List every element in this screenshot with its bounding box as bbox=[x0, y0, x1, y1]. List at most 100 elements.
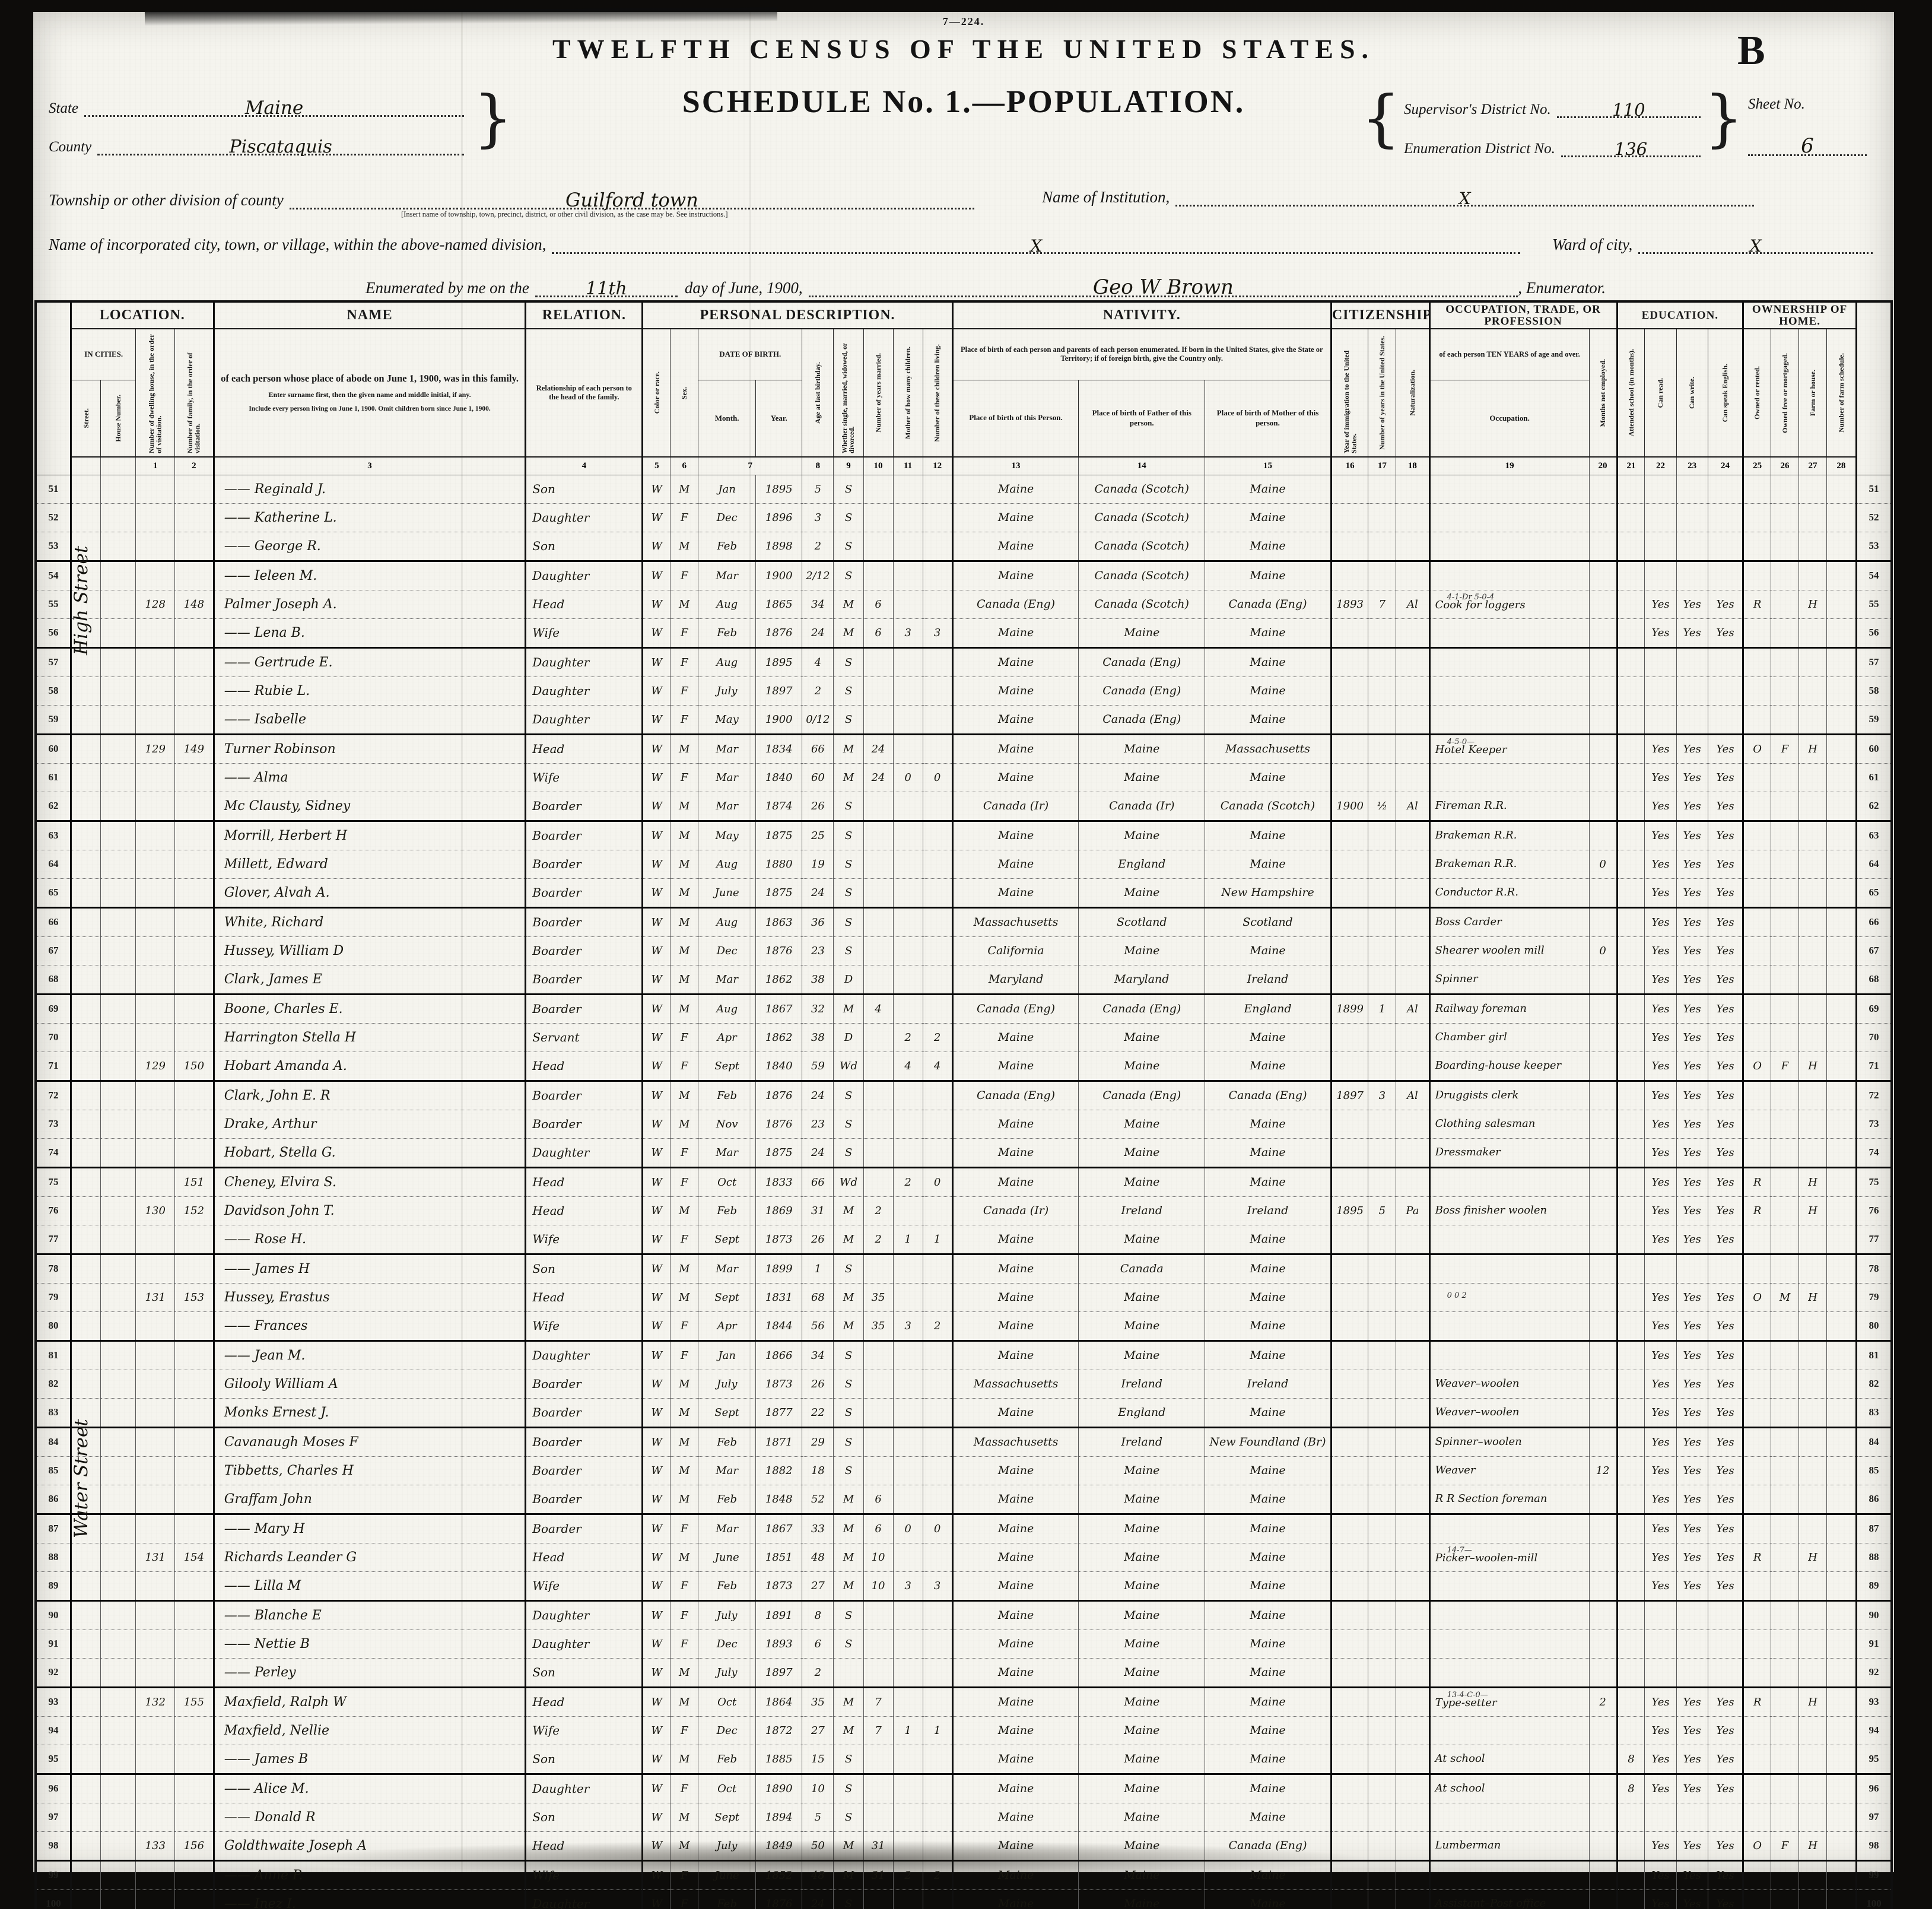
cell-at bbox=[1616, 1052, 1645, 1082]
cell-dw bbox=[135, 503, 176, 532]
cell-name: Maxfield, Nellie bbox=[213, 1716, 527, 1745]
cell-dw: 128 bbox=[135, 590, 176, 619]
column-number: 5 bbox=[642, 456, 671, 475]
cell-at bbox=[1616, 1081, 1645, 1110]
cell-age: 29 bbox=[802, 1427, 834, 1457]
cell-mo: Sept bbox=[698, 1052, 757, 1082]
cell-s: F bbox=[670, 1341, 699, 1370]
cell-rel: Head bbox=[525, 1167, 644, 1197]
enumerator-signature: Geo W Brown bbox=[1092, 275, 1234, 299]
cell-wr: Yes bbox=[1676, 1341, 1708, 1370]
cell-yr: 1831 bbox=[755, 1283, 803, 1312]
cell-pf: Maine bbox=[1078, 1543, 1206, 1572]
cell-ym: 6 bbox=[863, 618, 894, 649]
cell-of bbox=[1771, 907, 1799, 937]
cell-s: F bbox=[670, 1138, 699, 1168]
cell-s: F bbox=[670, 561, 699, 590]
cell-wr bbox=[1676, 1630, 1708, 1659]
cell-ow bbox=[1743, 1370, 1772, 1399]
cell-mn bbox=[1588, 1225, 1618, 1255]
census-table: LOCATION. NAME RELATION. PERSONAL DESCRI… bbox=[34, 300, 1893, 1909]
cell-mn bbox=[1588, 1831, 1618, 1862]
cell-mn bbox=[1588, 475, 1618, 504]
cell-wr: Yes bbox=[1676, 1283, 1708, 1312]
cell-c: W bbox=[642, 1167, 671, 1197]
cell-im bbox=[1330, 561, 1369, 590]
cell-im bbox=[1330, 1167, 1369, 1197]
street-cell bbox=[70, 1370, 101, 1399]
cell-s: M bbox=[670, 1803, 699, 1832]
cell-na bbox=[1396, 705, 1431, 735]
cell-ch bbox=[892, 734, 923, 764]
cell-fs bbox=[1826, 1485, 1857, 1515]
cell-pm: Maine bbox=[1205, 1485, 1332, 1515]
cell-pb: Maine bbox=[952, 1398, 1079, 1428]
street-cell bbox=[70, 1745, 101, 1775]
cell-yu bbox=[1368, 965, 1397, 995]
cell-oc bbox=[1429, 1514, 1590, 1543]
cell-pb: Maine bbox=[952, 561, 1079, 590]
cell-c: W bbox=[642, 1716, 671, 1745]
cell-name: —— Mary H bbox=[213, 1514, 527, 1543]
header-date-of-birth: DATE OF BIRTH. bbox=[698, 328, 803, 380]
header-year: Year. bbox=[755, 379, 803, 458]
cell-rd: Yes bbox=[1644, 1774, 1677, 1803]
cell-im bbox=[1330, 1138, 1369, 1168]
cell-name: Hobart Amanda A. bbox=[213, 1052, 527, 1082]
row-number: 62 bbox=[1855, 792, 1892, 822]
cell-s: F bbox=[670, 647, 699, 677]
cell-s: M bbox=[670, 1254, 699, 1284]
cell-ch: 3 bbox=[892, 618, 923, 649]
cell-oc: 14-7— Picker–woolen-mill bbox=[1429, 1543, 1590, 1572]
cell-fs bbox=[1826, 1774, 1857, 1803]
cell-of bbox=[1771, 1081, 1799, 1110]
cell-yu bbox=[1368, 1571, 1397, 1602]
cell-na bbox=[1396, 1831, 1431, 1862]
street-cell bbox=[70, 1167, 101, 1197]
cell-mn bbox=[1588, 1427, 1618, 1457]
street-cell bbox=[70, 503, 101, 532]
cell-at bbox=[1616, 1398, 1645, 1428]
column-number: 20 bbox=[1588, 456, 1618, 475]
cell-yr: 1871 bbox=[755, 1427, 803, 1457]
cell-ow: O bbox=[1743, 734, 1772, 764]
row-number: 53 bbox=[1855, 532, 1892, 562]
cell-ym bbox=[863, 532, 894, 562]
cell-of bbox=[1771, 532, 1799, 562]
cell-ow: R bbox=[1743, 1687, 1772, 1717]
cell-name: —— Gertrude E. bbox=[213, 647, 527, 677]
cell-na: Al bbox=[1396, 590, 1431, 619]
cell-fh bbox=[1798, 1889, 1827, 1909]
cell-ch bbox=[892, 1600, 923, 1630]
cell-of bbox=[1771, 792, 1799, 822]
cell-ym bbox=[863, 1023, 894, 1052]
cell-hs bbox=[100, 1254, 136, 1284]
cell-s: M bbox=[670, 475, 699, 504]
cell-fs bbox=[1826, 1081, 1857, 1110]
cell-rd: Yes bbox=[1644, 936, 1677, 965]
group-location: LOCATION. bbox=[70, 301, 215, 329]
cell-ms: Wd bbox=[833, 1052, 864, 1082]
cell-cl bbox=[922, 705, 954, 735]
cell-at bbox=[1616, 1571, 1645, 1602]
cell-ow bbox=[1743, 561, 1772, 590]
column-number: 7 bbox=[698, 456, 803, 475]
cell-pm: Maine bbox=[1205, 1514, 1332, 1543]
cell-pm: Maine bbox=[1205, 1774, 1332, 1803]
cell-oc: Weaver–woolen bbox=[1429, 1370, 1590, 1399]
cell-name: Turner Robinson bbox=[213, 734, 527, 764]
cell-fh bbox=[1798, 936, 1827, 965]
cell-ow: O bbox=[1743, 1283, 1772, 1312]
cell-sp bbox=[1707, 503, 1744, 532]
cell-im bbox=[1330, 1571, 1369, 1602]
cell-rel: Son bbox=[525, 475, 644, 504]
cell-mn bbox=[1588, 1889, 1618, 1909]
cell-mo: Dec bbox=[698, 1716, 757, 1745]
cell-rel: Boarder bbox=[525, 878, 644, 909]
cell-oc: Spinner bbox=[1429, 965, 1590, 995]
cell-at bbox=[1616, 590, 1645, 619]
cell-s: F bbox=[670, 1167, 699, 1197]
column-number: 12 bbox=[922, 456, 954, 475]
cell-ow bbox=[1743, 1081, 1772, 1110]
row-number: 62 bbox=[35, 792, 72, 822]
